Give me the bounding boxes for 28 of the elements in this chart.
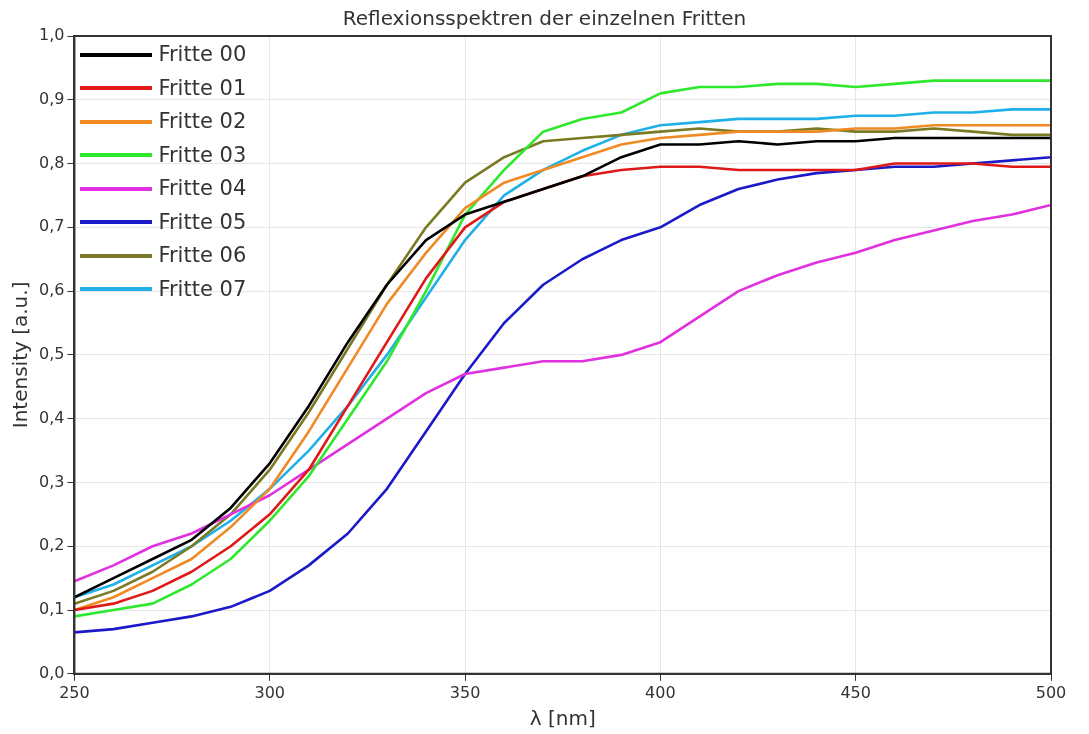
y-tick-label: 0,0 xyxy=(38,662,65,682)
y-tick-label: 0,1 xyxy=(38,599,65,619)
legend-label: Fritte 04 xyxy=(158,175,247,202)
legend-label: Fritte 03 xyxy=(158,141,247,169)
y-tick-label: 0,3 xyxy=(38,471,65,491)
y-tick-label: 0,2 xyxy=(38,535,65,555)
y-tick-label: 0,7 xyxy=(38,216,65,236)
legend-label: Fritte 06 xyxy=(158,242,247,269)
legend-label: Fritte 02 xyxy=(158,108,247,135)
legend-label: Fritte 05 xyxy=(158,208,247,236)
y-tick-label: 0,5 xyxy=(38,344,65,364)
x-tick-label: 400 xyxy=(645,682,676,702)
y-axis-title: Intensity [a.u.] xyxy=(8,281,33,429)
x-tick-label: 300 xyxy=(254,682,286,702)
y-tick-label: 0,8 xyxy=(38,152,65,172)
x-tick-label: 450 xyxy=(840,682,871,702)
x-tick-label: 350 xyxy=(449,682,481,702)
legend-label: Fritte 01 xyxy=(158,74,247,102)
chart-title: Reflexionsspektren der einzelnen Fritten xyxy=(342,6,747,30)
y-tick-label: 0,4 xyxy=(38,407,65,427)
legend-label: Fritte 00 xyxy=(158,41,247,68)
y-tick-label: 0,6 xyxy=(38,280,65,300)
y-tick-label: 0,9 xyxy=(38,88,65,108)
y-tick-label: 1,0 xyxy=(38,25,65,45)
legend-label: Fritte 07 xyxy=(158,275,247,303)
x-tick-label: 500 xyxy=(1035,682,1067,702)
x-axis-title: λ [nm] xyxy=(529,706,596,731)
x-tick-label: 250 xyxy=(59,682,90,702)
